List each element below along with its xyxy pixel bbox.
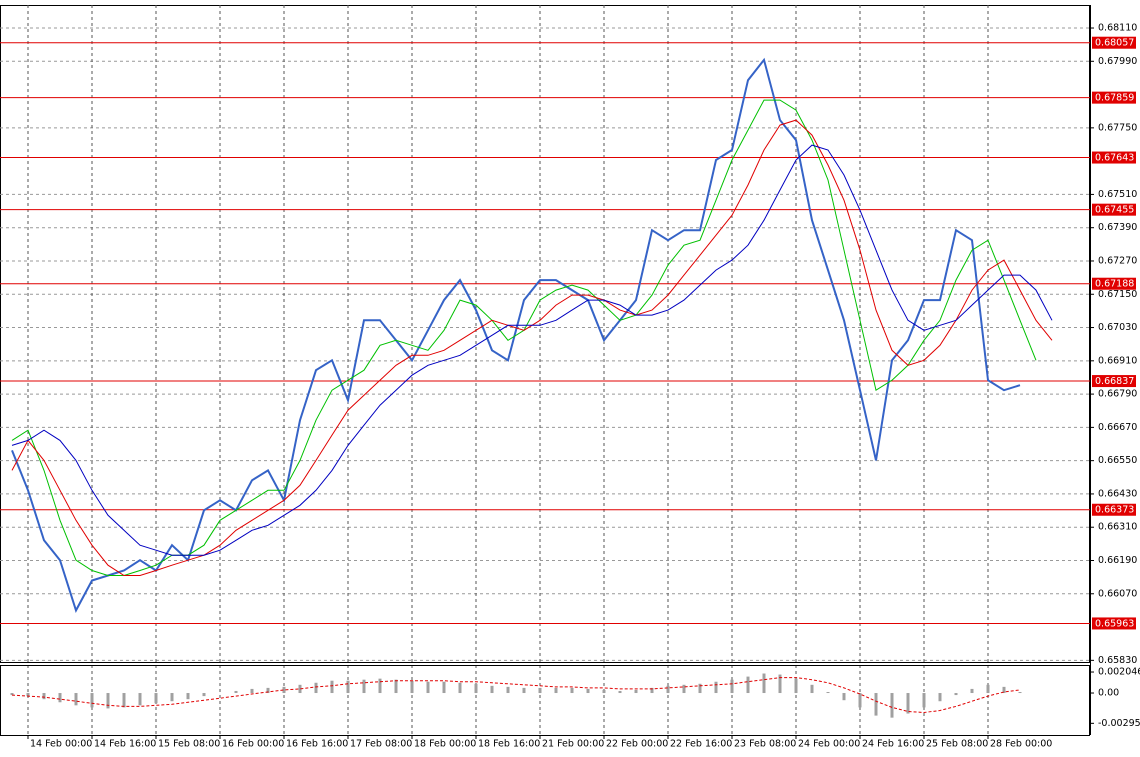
level-label: 0.65963 (1095, 618, 1134, 629)
level-label: 0.67859 (1095, 93, 1134, 104)
y-tick-label: 0.66070 (1098, 588, 1137, 599)
panel-frame (0, 665, 1090, 736)
x-tick-label: 24 Feb 00:00 (798, 739, 860, 750)
level-label-box (1092, 617, 1136, 630)
y-tick-label: 0.67270 (1098, 255, 1137, 266)
x-tick-label: 14 Feb 00:00 (30, 739, 92, 750)
level-label-box (1092, 503, 1136, 516)
price-line (11, 144, 1053, 556)
level-label: 0.66837 (1095, 376, 1134, 387)
level-label-box (1092, 151, 1136, 164)
x-tick-label: 16 Feb 00:00 (222, 739, 284, 750)
x-tick-label: 22 Feb 16:00 (670, 739, 732, 750)
y-tick-label: 0.67030 (1098, 322, 1137, 333)
x-tick-label: 14 Feb 16:00 (94, 739, 156, 750)
y-tick-label: 0.66430 (1098, 488, 1137, 499)
level-label: 0.67188 (1095, 279, 1134, 290)
x-tick-label: 23 Feb 08:00 (734, 739, 796, 750)
x-tick-label: 25 Feb 08:00 (926, 739, 988, 750)
y-tick-label: 0.00 (1098, 688, 1119, 699)
y-tick-label: -0.002952 (1098, 718, 1140, 729)
x-tick-label: 24 Feb 16:00 (862, 739, 924, 750)
y-tick-label: 0.66550 (1098, 455, 1137, 466)
y-tick-label: 0.66790 (1098, 389, 1137, 400)
panel-frame (0, 5, 1090, 663)
y-tick-label: 0.67990 (1098, 56, 1137, 67)
level-label: 0.67643 (1095, 153, 1134, 164)
y-tick-label: 0.67390 (1098, 222, 1137, 233)
level-label-box (1092, 375, 1136, 388)
y-tick-label: 0.68110 (1098, 23, 1137, 34)
x-tick-label: 21 Feb 00:00 (542, 739, 604, 750)
y-tick-label: 0.67150 (1098, 289, 1137, 300)
x-tick-label: 28 Feb 00:00 (990, 739, 1052, 750)
x-tick-label: 18 Feb 00:00 (414, 739, 476, 750)
level-label: 0.66373 (1095, 505, 1134, 516)
signal-line (11, 677, 1021, 714)
level-label: 0.67455 (1095, 205, 1134, 216)
y-tick-label: 0.66670 (1098, 422, 1137, 433)
y-tick-label: 0.66310 (1098, 522, 1137, 533)
x-tick-label: 18 Feb 16:00 (478, 739, 540, 750)
y-tick-label: 0.67510 (1098, 189, 1137, 200)
y-tick-label: 0.002046 (1098, 667, 1140, 678)
y-tick-label: 0.66910 (1098, 355, 1137, 366)
y-tick-label: 0.65830 (1098, 655, 1137, 666)
x-tick-label: 16 Feb 16:00 (286, 739, 348, 750)
level-label-box (1092, 36, 1136, 49)
y-tick-label: 0.66190 (1098, 555, 1137, 566)
y-tick-label: 0.67750 (1098, 122, 1137, 133)
x-tick-label: 15 Feb 08:00 (158, 739, 220, 750)
level-label: 0.68057 (1095, 38, 1134, 49)
level-label-box (1092, 203, 1136, 216)
level-label-box (1092, 277, 1136, 290)
price-line (11, 57, 1021, 613)
x-tick-label: 17 Feb 08:00 (350, 739, 412, 750)
x-tick-label: 22 Feb 00:00 (606, 739, 668, 750)
level-label-box (1092, 91, 1136, 104)
